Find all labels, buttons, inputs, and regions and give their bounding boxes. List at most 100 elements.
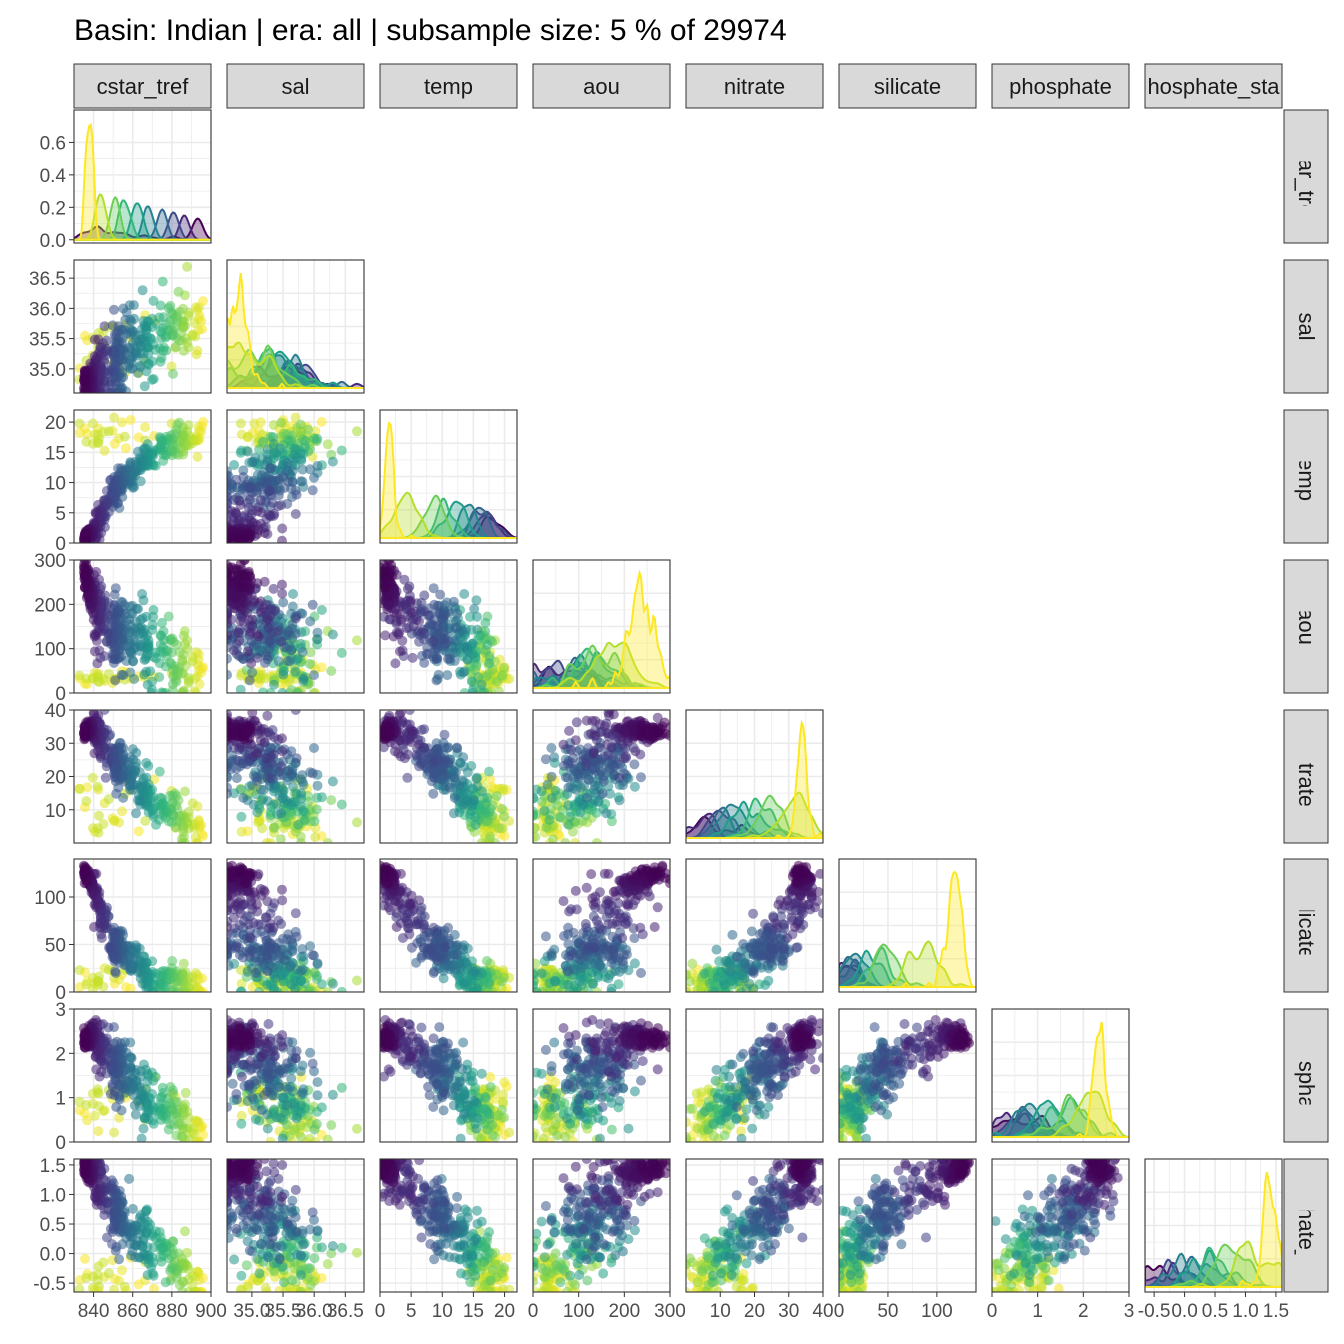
data-point: [157, 617, 167, 628]
data-point: [484, 658, 495, 669]
data-point: [163, 611, 174, 622]
data-point: [602, 739, 613, 750]
data-point: [262, 710, 273, 721]
data-point: [587, 715, 598, 726]
data-point: [262, 444, 273, 455]
data-point: [336, 648, 347, 658]
data-point: [309, 472, 319, 483]
data-point: [231, 773, 242, 784]
density-curve: [686, 719, 823, 839]
data-point: [271, 799, 282, 810]
data-point: [247, 710, 258, 718]
data-point: [472, 624, 483, 635]
data-point: [467, 688, 478, 693]
strip-row-aou: aou: [1283, 559, 1329, 694]
data-point: [405, 597, 416, 608]
data-point: [583, 774, 594, 785]
data-point: [178, 345, 189, 356]
data-point: [113, 463, 124, 474]
data-point: [228, 645, 239, 656]
data-point: [546, 743, 557, 753]
data-point: [636, 731, 647, 742]
data-point: [178, 958, 189, 969]
data-point: [288, 589, 298, 599]
data-point: [537, 796, 547, 807]
strip-col-aou: aou: [532, 63, 671, 109]
data-point: [103, 426, 114, 437]
data-point: [310, 832, 321, 843]
data-point: [336, 799, 347, 810]
data-point: [120, 443, 131, 454]
data-point: [229, 788, 240, 799]
data-point: [189, 686, 200, 693]
data-point: [290, 613, 301, 624]
data-point: [247, 667, 258, 678]
data-point: [273, 626, 284, 636]
data-point: [451, 622, 462, 633]
data-point: [352, 426, 362, 437]
data-point: [469, 795, 480, 806]
data-point: [287, 601, 298, 612]
data-point: [276, 761, 287, 772]
data-point: [94, 810, 104, 821]
data-point: [81, 979, 92, 990]
data-point: [290, 666, 301, 677]
data-point: [570, 735, 581, 746]
data-point: [78, 383, 89, 393]
data-point: [435, 589, 446, 600]
data-point: [238, 792, 249, 803]
data-point: [419, 606, 430, 617]
data-point: [316, 792, 327, 803]
data-point: [265, 729, 276, 740]
data-point: [227, 538, 237, 543]
data-point: [81, 673, 92, 684]
data-point: [176, 834, 187, 843]
data-point: [645, 734, 656, 745]
density-curve: [74, 122, 211, 241]
strip-col-label: aou: [583, 74, 620, 99]
data-point: [154, 432, 165, 443]
data-point: [497, 803, 507, 814]
data-point: [81, 436, 92, 447]
panel-nitrate-vs-cstar_tref: [73, 709, 212, 844]
data-point: [227, 728, 237, 739]
data-point: [276, 417, 287, 428]
data-point: [189, 318, 200, 328]
data-point: [432, 653, 443, 664]
data-point: [395, 614, 406, 625]
data-point: [277, 733, 287, 744]
data-point: [187, 652, 198, 663]
data-point: [104, 942, 114, 953]
data-point: [439, 634, 450, 645]
data-point: [230, 592, 241, 603]
data-point: [431, 675, 442, 686]
data-point: [499, 811, 509, 822]
data-point: [652, 727, 663, 738]
data-point: [109, 589, 120, 600]
data-point: [297, 647, 308, 658]
strip-col-label: sal: [281, 74, 309, 99]
strip-row-label: nitrate: [1294, 746, 1319, 807]
panel-aou-vs-aou: [532, 559, 671, 694]
strip-row-sal: sal: [1283, 259, 1329, 394]
data-point: [536, 786, 547, 797]
data-point: [290, 509, 301, 519]
data-point: [109, 412, 120, 423]
data-point: [167, 685, 178, 693]
data-point: [255, 495, 266, 506]
data-point: [78, 566, 89, 577]
data-point: [428, 636, 439, 647]
data-point: [352, 635, 362, 646]
data-point: [316, 605, 327, 615]
data-point: [89, 646, 100, 657]
data-point: [118, 303, 129, 314]
data-point: [87, 418, 98, 429]
data-point: [140, 422, 151, 433]
data-point: [274, 790, 285, 801]
data-point: [263, 622, 274, 633]
data-point: [570, 838, 581, 843]
data-point: [81, 796, 92, 807]
data-point: [393, 629, 404, 640]
panel-aou-vs-cstar_tref: [73, 559, 212, 694]
